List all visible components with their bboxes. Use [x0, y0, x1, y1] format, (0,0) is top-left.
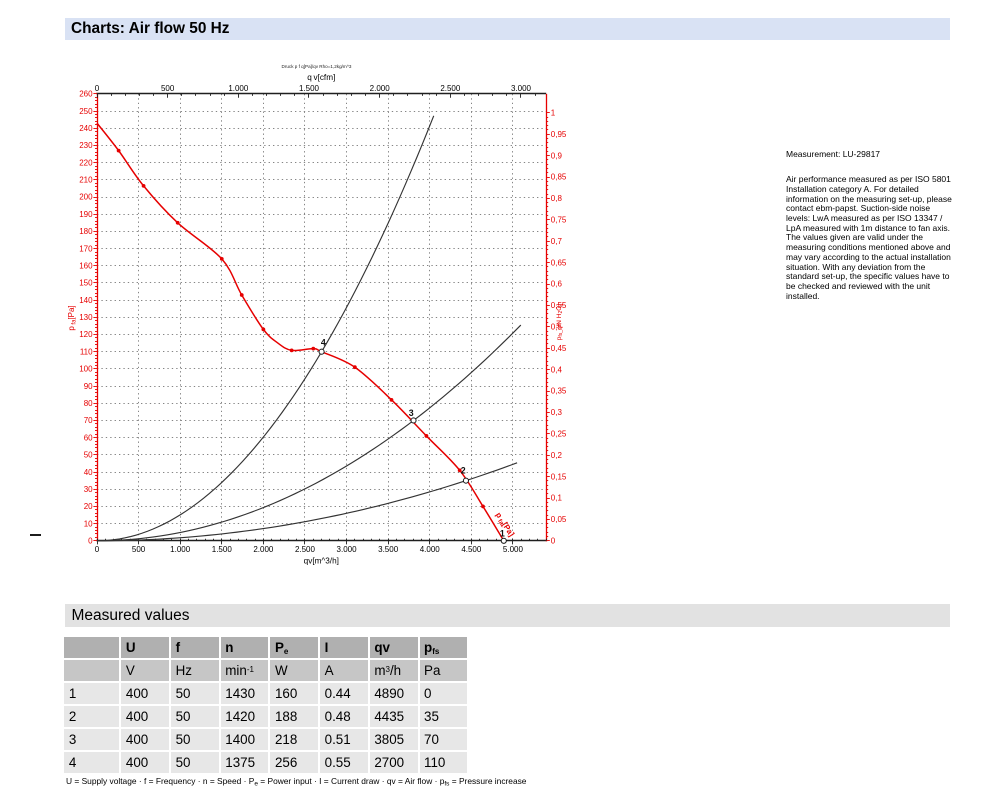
svg-text:110: 110 — [80, 347, 93, 356]
svg-text:0,75: 0,75 — [551, 216, 567, 225]
svg-text:4: 4 — [321, 338, 326, 348]
svg-text:3.500: 3.500 — [378, 545, 399, 554]
svg-text:50: 50 — [84, 451, 93, 460]
svg-text:1: 1 — [500, 529, 505, 539]
svg-text:20: 20 — [84, 502, 93, 511]
svg-text:0,8: 0,8 — [551, 194, 563, 203]
svg-text:Druck p f q[Pa]/qv Rho=1,2kg/m: Druck p f q[Pa]/qv Rho=1,2kg/m^3 — [282, 64, 352, 69]
svg-text:3.000: 3.000 — [337, 545, 358, 554]
svg-text:qv[m^3/h]: qv[m^3/h] — [304, 557, 339, 566]
svg-text:220: 220 — [79, 158, 93, 167]
svg-text:0: 0 — [88, 537, 93, 546]
svg-text:160: 160 — [79, 261, 93, 270]
svg-text:0,7: 0,7 — [551, 237, 563, 246]
svg-text:90: 90 — [84, 382, 93, 391]
svg-text:230: 230 — [79, 141, 93, 150]
svg-text:1.000: 1.000 — [170, 545, 191, 554]
svg-text:3: 3 — [409, 408, 414, 418]
svg-text:0,15: 0,15 — [551, 472, 567, 481]
svg-text:0,2: 0,2 — [551, 451, 563, 460]
svg-text:1.000: 1.000 — [228, 84, 249, 93]
svg-text:0,85: 0,85 — [551, 173, 567, 182]
svg-text:0: 0 — [95, 84, 100, 93]
svg-text:80: 80 — [84, 399, 93, 408]
svg-text:p fa[Pa]: p fa[Pa] — [67, 305, 78, 330]
svg-text:0,9: 0,9 — [551, 151, 563, 160]
svg-text:0,55: 0,55 — [551, 301, 567, 310]
svg-text:0,5: 0,5 — [551, 323, 563, 332]
svg-text:3.000: 3.000 — [511, 84, 532, 93]
svg-text:0,65: 0,65 — [551, 258, 567, 267]
svg-text:210: 210 — [79, 176, 93, 185]
svg-text:0,1: 0,1 — [551, 494, 563, 503]
svg-text:2: 2 — [461, 465, 466, 475]
svg-text:60: 60 — [84, 433, 93, 442]
svg-text:0,6: 0,6 — [551, 280, 563, 289]
svg-text:0,05: 0,05 — [551, 515, 567, 524]
svg-text:1: 1 — [551, 109, 556, 118]
svg-text:pfs_f[IN H2O]: pfs_f[IN H2O] — [556, 304, 564, 341]
svg-text:260: 260 — [79, 90, 93, 99]
svg-text:500: 500 — [161, 84, 175, 93]
svg-text:2.500: 2.500 — [295, 545, 316, 554]
svg-text:30: 30 — [84, 485, 93, 494]
svg-text:120: 120 — [79, 330, 93, 339]
svg-text:40: 40 — [84, 468, 93, 477]
svg-text:2.000: 2.000 — [253, 545, 274, 554]
svg-text:2.000: 2.000 — [370, 84, 391, 93]
svg-text:0,95: 0,95 — [551, 130, 567, 139]
svg-text:1.500: 1.500 — [299, 84, 320, 93]
svg-text:140: 140 — [79, 296, 93, 305]
svg-text:190: 190 — [79, 210, 93, 219]
svg-text:130: 130 — [79, 313, 93, 322]
svg-text:0,45: 0,45 — [551, 344, 567, 353]
svg-text:70: 70 — [84, 416, 93, 425]
svg-text:0,3: 0,3 — [551, 408, 563, 417]
svg-text:500: 500 — [132, 545, 146, 554]
svg-text:0,35: 0,35 — [551, 387, 567, 396]
svg-text:250: 250 — [79, 107, 93, 116]
svg-text:0,4: 0,4 — [551, 365, 563, 374]
svg-text:170: 170 — [79, 244, 93, 253]
svg-text:1.500: 1.500 — [212, 545, 233, 554]
svg-text:0,25: 0,25 — [551, 430, 567, 439]
svg-text:240: 240 — [79, 124, 93, 133]
svg-text:0: 0 — [95, 545, 100, 554]
svg-text:q v[cfm]: q v[cfm] — [307, 73, 335, 82]
svg-text:10: 10 — [84, 519, 93, 528]
svg-text:0: 0 — [551, 537, 556, 546]
svg-text:180: 180 — [79, 227, 93, 236]
svg-text:4.000: 4.000 — [420, 545, 441, 554]
svg-text:100: 100 — [79, 365, 93, 374]
svg-text:4.500: 4.500 — [461, 545, 482, 554]
svg-text:2.500: 2.500 — [440, 84, 461, 93]
svg-text:200: 200 — [79, 193, 93, 202]
svg-text:5.000: 5.000 — [503, 545, 524, 554]
svg-text:150: 150 — [79, 279, 93, 288]
